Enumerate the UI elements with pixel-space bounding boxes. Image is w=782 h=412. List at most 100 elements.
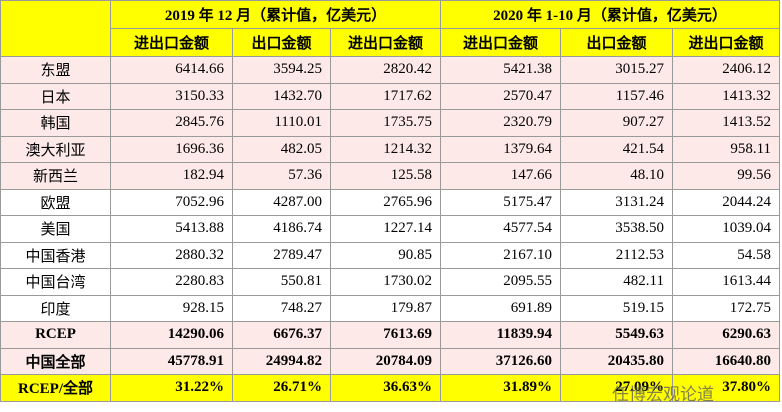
value-cell: 147.66 xyxy=(440,162,561,190)
value-cell: 6414.66 xyxy=(110,56,233,84)
group-header: 2019 年 12 月（累计值，亿美元） xyxy=(110,0,441,29)
value-cell: 31.89% xyxy=(440,374,561,402)
value-cell: 1227.14 xyxy=(330,215,441,243)
value-cell: 24994.82 xyxy=(232,347,331,375)
row-label: 日本 xyxy=(0,82,111,110)
value-cell: 14290.06 xyxy=(110,321,233,349)
value-cell: 1110.01 xyxy=(232,109,331,137)
value-cell: 1157.46 xyxy=(560,82,673,110)
value-cell: 1735.75 xyxy=(330,109,441,137)
data-row: 韩国 2845.76 1110.01 1735.75 2320.79 907.27 1413… xyxy=(0,109,781,137)
value-cell: 37.80% xyxy=(671,374,781,402)
data-row: 中国台湾 2280.83 550.81 1730.02 2095.55 482.11 161… xyxy=(0,268,781,296)
value-cell: 48.10 xyxy=(560,162,673,190)
value-cell: 20435.80 xyxy=(560,347,673,375)
value-cell: 172.75 xyxy=(671,294,781,322)
value-cell: 1379.64 xyxy=(440,135,561,163)
value-cell: 421.54 xyxy=(560,135,673,163)
value-cell: 5175.47 xyxy=(440,188,561,216)
column-header: 出口金额 xyxy=(232,28,331,57)
value-cell: 2095.55 xyxy=(440,268,561,296)
column-header: 进出口金额 xyxy=(110,28,233,57)
row-label: 美国 xyxy=(0,215,111,243)
value-cell: 16640.80 xyxy=(671,347,781,375)
value-cell: 691.89 xyxy=(440,294,561,322)
value-cell: 20784.09 xyxy=(330,347,441,375)
value-cell: 31.22% xyxy=(110,374,233,402)
row-label: RCEP xyxy=(0,321,111,349)
value-cell: 1730.02 xyxy=(330,268,441,296)
value-cell: 4186.74 xyxy=(232,215,331,243)
value-cell: 90.85 xyxy=(330,241,441,269)
corner-cell xyxy=(0,0,111,57)
data-row: 印度 928.15 748.27 179.87 691.89 519.15 172.75 xyxy=(0,294,781,322)
value-cell: 26.71% xyxy=(232,374,331,402)
value-cell: 11839.94 xyxy=(440,321,561,349)
value-cell: 4577.54 xyxy=(440,215,561,243)
value-cell: 2845.76 xyxy=(110,109,233,137)
column-header: 进出口金额 xyxy=(671,28,781,57)
value-cell: 2112.53 xyxy=(560,241,673,269)
data-row: 澳大利亚 1696.36 482.05 1214.32 1379.64 421.54 958… xyxy=(0,135,781,163)
value-cell: 550.81 xyxy=(232,268,331,296)
value-cell: 2765.96 xyxy=(330,188,441,216)
value-cell: 2167.10 xyxy=(440,241,561,269)
value-cell: 482.11 xyxy=(560,268,673,296)
value-cell: 958.11 xyxy=(671,135,781,163)
value-cell: 1717.62 xyxy=(330,82,441,110)
row-label: 印度 xyxy=(0,294,111,322)
value-cell: 4287.00 xyxy=(232,188,331,216)
data-row: RCEP/全部 31.22% 26.71% 36.63% 31.89% 27.09% 37.… xyxy=(0,374,781,402)
value-cell: 519.15 xyxy=(560,294,673,322)
column-header: 进出口金额 xyxy=(440,28,561,57)
data-row: 中国全部 45778.91 24994.82 20784.09 37126.60 2043… xyxy=(0,347,781,375)
row-label: 中国全部 xyxy=(0,347,111,375)
column-header: 出口金额 xyxy=(560,28,673,57)
data-row: 日本 3150.33 1432.70 1717.62 2570.47 1157.46 141… xyxy=(0,82,781,110)
value-cell: 1413.52 xyxy=(671,109,781,137)
value-cell: 2880.32 xyxy=(110,241,233,269)
row-label: 澳大利亚 xyxy=(0,135,111,163)
value-cell: 1039.04 xyxy=(671,215,781,243)
value-cell: 6290.63 xyxy=(671,321,781,349)
row-label: RCEP/全部 xyxy=(0,374,111,402)
value-cell: 2320.79 xyxy=(440,109,561,137)
value-cell: 54.58 xyxy=(671,241,781,269)
row-label: 东盟 xyxy=(0,56,111,84)
value-cell: 182.94 xyxy=(110,162,233,190)
group-header: 2020 年 1-10 月（累计值，亿美元） xyxy=(439,0,781,29)
row-label: 中国台湾 xyxy=(0,268,111,296)
data-row: 东盟 6414.66 3594.25 2820.42 5421.38 3015.27 240… xyxy=(0,56,781,84)
value-cell: 6676.37 xyxy=(232,321,331,349)
value-cell: 3594.25 xyxy=(232,56,331,84)
value-cell: 1214.32 xyxy=(330,135,441,163)
row-label: 中国香港 xyxy=(0,241,111,269)
value-cell: 57.36 xyxy=(232,162,331,190)
value-cell: 7613.69 xyxy=(330,321,441,349)
value-cell: 2280.83 xyxy=(110,268,233,296)
data-row: RCEP 14290.06 6676.37 7613.69 11839.94 5549.6… xyxy=(0,321,781,349)
value-cell: 99.56 xyxy=(671,162,781,190)
value-cell: 482.05 xyxy=(232,135,331,163)
value-cell: 37126.60 xyxy=(440,347,561,375)
value-cell: 36.63% xyxy=(330,374,441,402)
value-cell: 3538.50 xyxy=(560,215,673,243)
value-cell: 3150.33 xyxy=(110,82,233,110)
row-label: 新西兰 xyxy=(0,162,111,190)
row-label: 欧盟 xyxy=(0,188,111,216)
value-cell: 3131.24 xyxy=(560,188,673,216)
data-row: 美国 5413.88 4186.74 1227.14 4577.54 3538.50 103… xyxy=(0,215,781,243)
value-cell: 1413.32 xyxy=(671,82,781,110)
value-cell: 1432.70 xyxy=(232,82,331,110)
value-cell: 907.27 xyxy=(560,109,673,137)
value-cell: 2789.47 xyxy=(232,241,331,269)
value-cell: 928.15 xyxy=(110,294,233,322)
data-row: 中国香港 2880.32 2789.47 90.85 2167.10 2112.53 54.… xyxy=(0,241,781,269)
value-cell: 27.09% xyxy=(560,374,673,402)
value-cell: 1696.36 xyxy=(110,135,233,163)
value-cell: 125.58 xyxy=(330,162,441,190)
value-cell: 5413.88 xyxy=(110,215,233,243)
value-cell: 2570.47 xyxy=(440,82,561,110)
row-label: 韩国 xyxy=(0,109,111,137)
